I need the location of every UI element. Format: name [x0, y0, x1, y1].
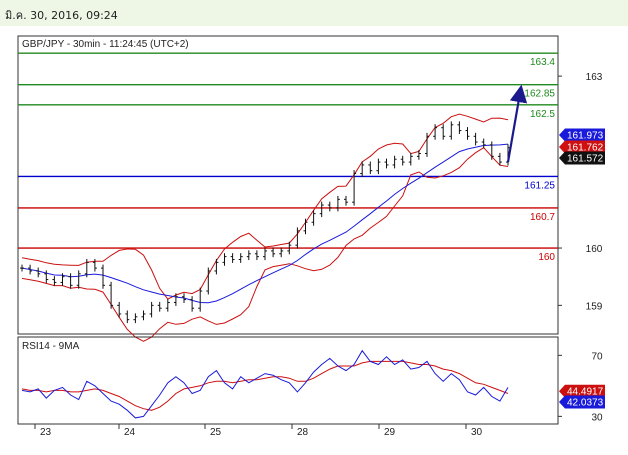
price-tag: 161.572: [559, 151, 605, 165]
timestamp-label: มิ.ค. 30, 2016, 09:24: [5, 9, 118, 22]
price-tag-box: [559, 140, 605, 154]
x-axis-label: 23: [40, 427, 52, 438]
price-tag-box: [559, 151, 605, 165]
rsi-axis-label: 30: [591, 412, 603, 423]
rsi-value-tag-label: 44.4917: [567, 387, 604, 398]
header-bar: มิ.ค. 30, 2016, 09:24: [0, 0, 628, 26]
rsi-value-tag-box: [559, 395, 605, 409]
instrument-label: GBP/JPY - 30min - 11:24:45 (UTC+2): [22, 39, 189, 50]
x-axis-label: 25: [210, 427, 222, 438]
projection-arrow: [506, 84, 528, 163]
price-tag-box: [559, 128, 605, 142]
x-axis-label: 24: [124, 427, 136, 438]
price-axis-label: 163: [586, 72, 603, 83]
axes: 159 160 163 23 24 25 28 29 30 30 70: [34, 72, 603, 438]
price-tag-label: 161.762: [567, 143, 604, 154]
x-axis-label: 29: [384, 427, 396, 438]
level-label: 160: [538, 252, 555, 263]
level-label: 163.4: [530, 57, 555, 68]
price-tag-label: 161.973: [567, 130, 604, 141]
rsi-ma-line: [21, 360, 509, 411]
moving-average-line: [21, 143, 509, 304]
price-panel-frame: [17, 35, 559, 335]
level-label: 162.5: [530, 109, 555, 120]
rsi-label: RSI14 - 9MA: [22, 341, 80, 352]
x-axis-label: 28: [297, 427, 309, 438]
level-label: 162.85: [524, 89, 555, 100]
price-panel: GBP/JPY - 30min - 11:24:45 (UTC+2) 163.4 1…: [17, 35, 605, 342]
x-axis-label: 30: [471, 427, 483, 438]
rsi-line: [21, 349, 509, 419]
price-tag: 161.762: [559, 140, 605, 154]
price-axis-label: 159: [586, 301, 603, 312]
level-label: 161.25: [524, 180, 555, 191]
rsi-value-tag: 44.4917: [559, 384, 605, 398]
level-label: 160.7: [530, 212, 555, 223]
rsi-value-tag-box: [559, 384, 605, 398]
price-axis-label: 160: [586, 244, 603, 255]
rsi-value-tag-label: 42.0373: [567, 397, 604, 408]
rsi-axis-label: 70: [591, 351, 603, 362]
price-tag: 161.973: [559, 128, 605, 142]
rsi-value-tag: 42.0373: [559, 395, 605, 409]
rsi-panel-frame: [17, 336, 559, 425]
price-tag-label: 161.572: [567, 153, 604, 164]
lower-band-line: [21, 147, 509, 342]
